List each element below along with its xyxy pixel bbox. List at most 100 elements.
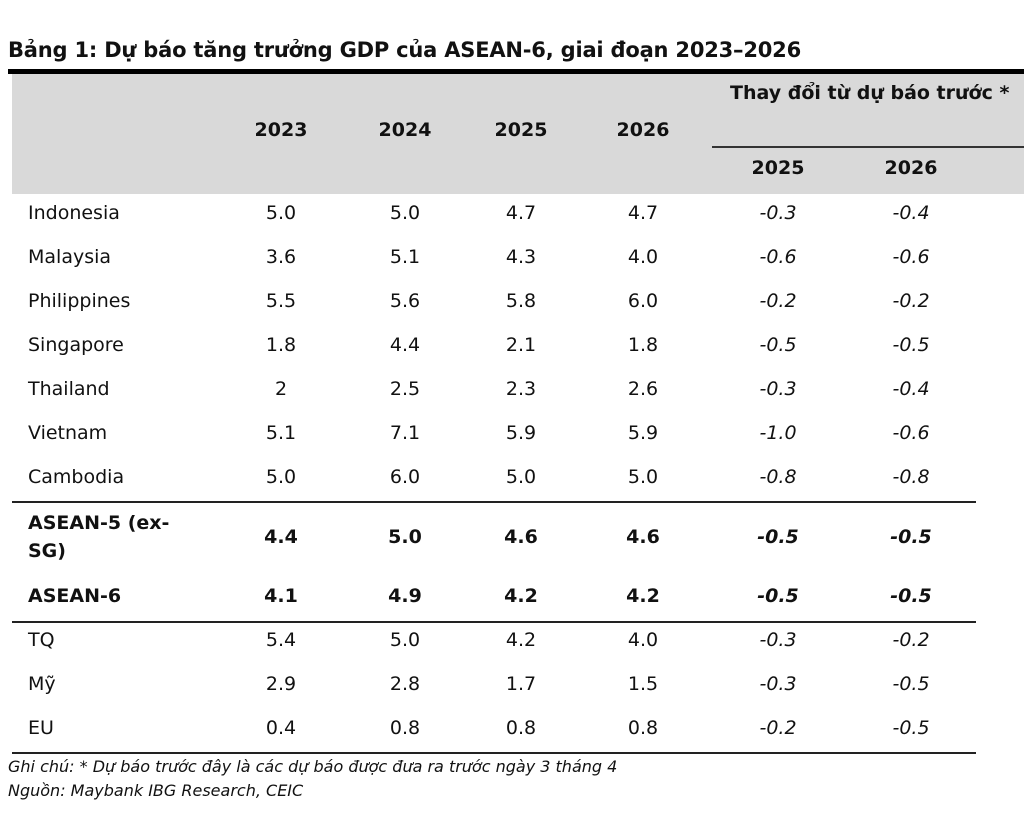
- cell-change: -0.5: [757, 526, 799, 548]
- cell-change: -0.2: [759, 290, 797, 312]
- cell-value: 2.1: [505, 334, 537, 356]
- cell-value: 4.3: [505, 246, 537, 268]
- cell-value: 4.4: [389, 334, 421, 356]
- cell-value: 1.8: [627, 334, 659, 356]
- cell-change: -0.5: [892, 673, 930, 695]
- cell-change: -0.2: [759, 717, 797, 739]
- cell-value: 4.1: [264, 585, 298, 607]
- cell-value: 4.6: [504, 526, 538, 548]
- row-label: Vietnam: [28, 422, 108, 444]
- cell-change: -0.5: [759, 334, 797, 356]
- row-label: Mỹ: [28, 673, 56, 695]
- header-year-2026: 2026: [616, 119, 670, 141]
- cell-value: 4.2: [505, 629, 537, 651]
- cell-value: 5.0: [265, 202, 297, 224]
- cell-value: 5.0: [389, 202, 421, 224]
- header-change-2026: 2026: [884, 157, 938, 179]
- cell-value: 5.6: [389, 290, 421, 312]
- cell-change: -0.6: [892, 422, 930, 444]
- cell-value: 4.0: [627, 246, 659, 268]
- cell-change: -0.5: [890, 585, 932, 607]
- cell-change: -0.6: [892, 246, 930, 268]
- cell-value: 2.5: [389, 378, 421, 400]
- title-rule: [8, 69, 1024, 74]
- row-label: Malaysia: [28, 246, 112, 268]
- cell-value: 0.4: [265, 717, 297, 739]
- cell-value: 5.4: [265, 629, 297, 651]
- source-note: Nguồn: Maybank IBG Research, CEIC: [8, 781, 304, 800]
- cell-value: 5.8: [505, 290, 537, 312]
- cell-value: 4.4: [264, 526, 298, 548]
- cell-value: 5.1: [389, 246, 421, 268]
- cell-change: -1.0: [759, 422, 797, 444]
- aggregate-label-line2: SG): [28, 540, 66, 562]
- table-bottom-rule: [12, 752, 976, 754]
- header-year-2023: 2023: [254, 119, 308, 141]
- cell-value: 4.6: [626, 526, 660, 548]
- cell-value: 4.2: [504, 585, 538, 607]
- cell-change: -0.5: [892, 717, 930, 739]
- aggregate-label: ASEAN-6: [28, 585, 122, 607]
- cell-value: 5.0: [505, 466, 537, 488]
- aggregate-label-line1: ASEAN-5 (ex-: [28, 512, 170, 534]
- cell-value: 6.0: [627, 290, 659, 312]
- cell-value: 5.9: [505, 422, 537, 444]
- row-label: TQ: [28, 629, 55, 651]
- row-label: Cambodia: [28, 466, 125, 488]
- cell-value: 0.8: [627, 717, 659, 739]
- cell-value: 4.9: [388, 585, 422, 607]
- cell-value: 4.0: [627, 629, 659, 651]
- row-label: Philippines: [28, 290, 131, 312]
- cell-value: 0.8: [389, 717, 421, 739]
- cell-value: 1.5: [627, 673, 659, 695]
- cell-value: 5.0: [627, 466, 659, 488]
- cell-value: 5.0: [265, 466, 297, 488]
- cell-value: 5.1: [265, 422, 297, 444]
- footnote: Ghi chú: * Dự báo trước đây là các dự bá…: [8, 757, 618, 776]
- cell-value: 5.5: [265, 290, 297, 312]
- cell-change: -0.5: [892, 334, 930, 356]
- cell-change: -0.2: [892, 629, 930, 651]
- cell-value: 7.1: [389, 422, 421, 444]
- cell-value: 2.8: [389, 673, 421, 695]
- cell-value: 2.3: [505, 378, 537, 400]
- cell-value: 5.0: [388, 526, 422, 548]
- cell-value: 3.6: [265, 246, 297, 268]
- cell-value: 5.0: [389, 629, 421, 651]
- header-change-2025: 2025: [751, 157, 805, 179]
- cell-value: 1.7: [505, 673, 537, 695]
- header-year-2025: 2025: [494, 119, 548, 141]
- section-divider: [12, 501, 976, 503]
- table-title: Bảng 1: Dự báo tăng trưởng GDP của ASEAN…: [8, 38, 802, 62]
- cell-value: 1.8: [265, 334, 297, 356]
- cell-change: -0.6: [759, 246, 797, 268]
- cell-change: -0.5: [890, 526, 932, 548]
- cell-change: -0.3: [759, 202, 797, 224]
- cell-value: 0.8: [505, 717, 537, 739]
- cell-value: 2.9: [265, 673, 297, 695]
- cell-change: -0.3: [759, 673, 797, 695]
- cell-value: 4.2: [626, 585, 660, 607]
- section-divider: [12, 621, 976, 623]
- cell-value: 2.6: [627, 378, 659, 400]
- cell-change: -0.8: [892, 466, 930, 488]
- table-header-background: [12, 74, 1024, 194]
- row-label: Singapore: [28, 334, 124, 356]
- cell-value: 2: [274, 378, 288, 400]
- cell-change: -0.5: [757, 585, 799, 607]
- row-label: Indonesia: [28, 202, 120, 224]
- cell-value: 5.9: [627, 422, 659, 444]
- cell-value: 6.0: [389, 466, 421, 488]
- header-change-group: Thay đổi từ dự báo trước *: [730, 82, 1010, 104]
- cell-change: -0.4: [892, 378, 930, 400]
- cell-change: -0.4: [892, 202, 930, 224]
- cell-change: -0.2: [892, 290, 930, 312]
- cell-change: -0.3: [759, 629, 797, 651]
- header-subgroup-rule: [712, 146, 1024, 148]
- cell-change: -0.3: [759, 378, 797, 400]
- row-label: EU: [28, 717, 54, 739]
- header-year-2024: 2024: [378, 119, 432, 141]
- row-label: Thailand: [28, 378, 110, 400]
- cell-value: 4.7: [505, 202, 537, 224]
- cell-value: 4.7: [627, 202, 659, 224]
